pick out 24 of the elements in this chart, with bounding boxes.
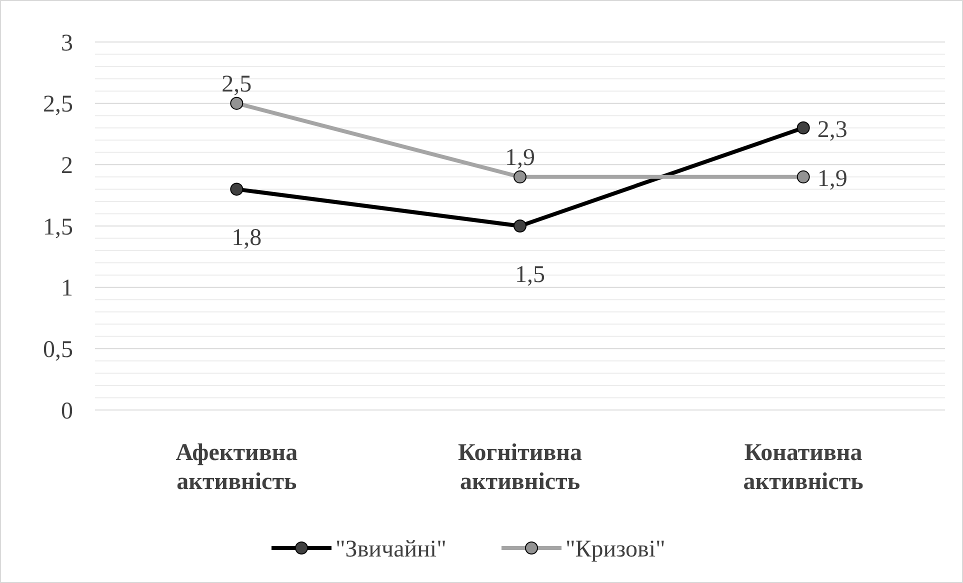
data-label: 2,5 (222, 71, 252, 98)
data-label: 2,3 (817, 116, 848, 143)
x-tick-label: Конативна активність (743, 440, 864, 495)
x-tick-label: Афективна активність (176, 440, 298, 495)
y-tick-label: 2,5 (43, 92, 73, 118)
point (796, 170, 810, 184)
legend-label: "Звичайні" (336, 536, 446, 562)
data-label: 1,9 (505, 144, 535, 171)
y-tick-label: 0 (61, 398, 73, 424)
y-tick-label: 3 (61, 30, 73, 56)
point (230, 96, 244, 110)
x-tick-label: Когнітивна активність (458, 440, 582, 495)
legend-label: "Кризові" (566, 536, 666, 562)
data-label: 1,9 (817, 166, 848, 192)
data-label: 1,8 (232, 225, 262, 252)
point (796, 121, 810, 134)
y-tick-label: 0,5 (43, 337, 73, 364)
data-label: 1,5 (515, 262, 545, 288)
point (514, 170, 526, 184)
y-tick-label: 1 (61, 276, 73, 302)
y-tick-label: 1,5 (43, 214, 73, 240)
point (230, 182, 244, 196)
point (514, 220, 526, 232)
y-tick-label: 2 (61, 153, 73, 180)
